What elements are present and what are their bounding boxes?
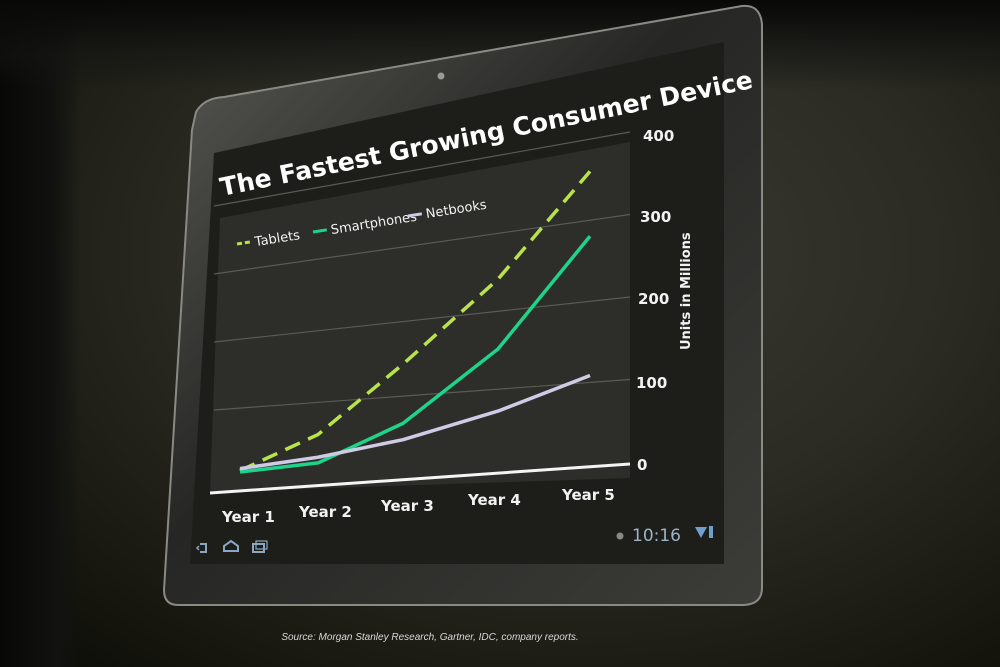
notification-icon[interactable] xyxy=(616,532,624,540)
series-line-netbooks xyxy=(239,373,591,471)
status-clock: 10:16 xyxy=(632,526,681,546)
y-tick-label: 0 xyxy=(637,456,647,474)
back-icon[interactable] xyxy=(195,543,207,553)
x-tick-label: Year 3 xyxy=(380,497,434,515)
y-tick-label: 200 xyxy=(638,290,669,308)
gridline xyxy=(213,213,631,275)
recent-apps-icon[interactable] xyxy=(252,540,268,553)
legend-swatch xyxy=(407,212,423,218)
y-tick-label: 400 xyxy=(643,127,674,145)
gridline xyxy=(213,296,631,343)
y-axis-label: Units in Millions xyxy=(679,232,694,350)
x-axis xyxy=(209,462,631,495)
legend-label: Tablets xyxy=(253,228,301,250)
wifi-icon xyxy=(695,527,707,538)
grid-lines xyxy=(213,131,631,411)
gridline xyxy=(213,131,631,207)
battery-icon xyxy=(709,526,713,538)
y-tick-label: 100 xyxy=(636,374,667,392)
camera-dot xyxy=(437,72,445,80)
home-icon[interactable] xyxy=(223,539,239,552)
series-lines xyxy=(239,170,592,474)
x-tick-labels: Year 1 Year 2 Year 3 Year 4 Year 5 xyxy=(221,486,615,526)
y-tick-labels: 0 100 200 300 400 xyxy=(636,127,674,474)
y-tick-label: 300 xyxy=(640,208,671,226)
x-tick-label: Year 1 xyxy=(221,508,275,526)
series-line-smartphones xyxy=(239,235,592,474)
series-line-tablets xyxy=(239,170,592,473)
source-note: Source: Morgan Stanley Research, Gartner… xyxy=(281,632,579,643)
x-tick-label: Year 4 xyxy=(467,491,521,509)
gridline xyxy=(213,378,631,411)
legend-item: Tablets xyxy=(236,228,301,250)
x-tick-label: Year 2 xyxy=(298,503,352,521)
x-tick-label: Year 5 xyxy=(561,486,615,504)
screen-shadow-left xyxy=(0,0,80,667)
legend-swatch xyxy=(312,228,328,234)
x-axis-line xyxy=(209,462,631,495)
legend-swatch xyxy=(236,240,252,246)
